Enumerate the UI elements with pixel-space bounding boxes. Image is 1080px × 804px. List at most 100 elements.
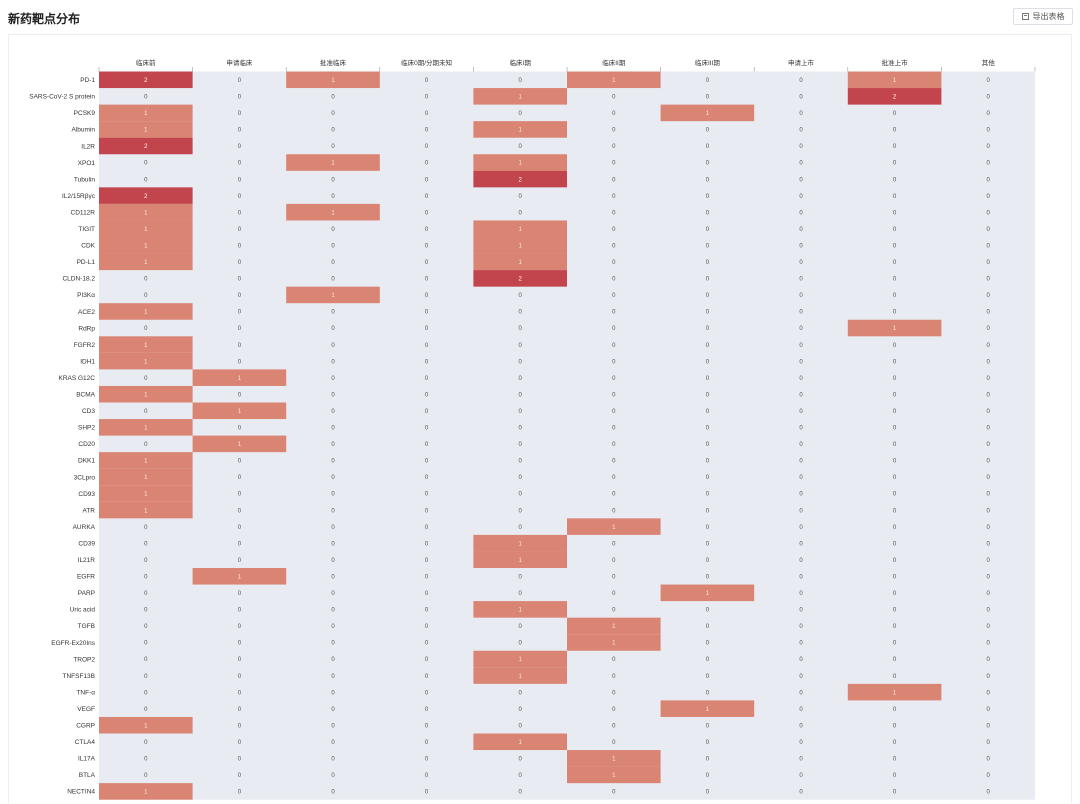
cell-value: 0 bbox=[799, 426, 803, 432]
heatmap-cell[interactable] bbox=[99, 104, 193, 122]
export-icon bbox=[1021, 13, 1029, 20]
cell-value: 0 bbox=[425, 541, 429, 547]
heatmap-cell[interactable] bbox=[286, 154, 380, 171]
heatmap-cell[interactable] bbox=[99, 716, 193, 734]
cell-value: 0 bbox=[706, 541, 710, 547]
heatmap-cell[interactable] bbox=[99, 783, 193, 800]
cell-value: 0 bbox=[238, 310, 242, 316]
cell-value: 0 bbox=[425, 359, 429, 365]
heatmap-cell[interactable] bbox=[660, 104, 755, 122]
heatmap-cell[interactable] bbox=[847, 319, 942, 337]
cell-value: 0 bbox=[987, 773, 991, 779]
heatmap-cell[interactable] bbox=[473, 121, 567, 138]
heatmap-cell[interactable] bbox=[473, 270, 567, 287]
heatmap-cell[interactable] bbox=[99, 468, 193, 486]
heatmap-cell[interactable] bbox=[99, 419, 193, 436]
heatmap-cell[interactable] bbox=[99, 385, 193, 403]
heatmap-cell[interactable] bbox=[99, 137, 193, 155]
cell-value: 0 bbox=[893, 343, 897, 349]
heatmap-cell[interactable] bbox=[99, 253, 193, 271]
heatmap-cell[interactable] bbox=[99, 203, 193, 221]
heatmap-cell[interactable] bbox=[473, 601, 567, 618]
cell-value: 0 bbox=[799, 310, 803, 316]
cell-value: 0 bbox=[238, 790, 242, 796]
heatmap-cell[interactable] bbox=[567, 750, 661, 767]
cell-value: 1 bbox=[144, 243, 148, 249]
heatmap-cell[interactable] bbox=[567, 518, 661, 535]
heatmap-cell[interactable] bbox=[192, 402, 287, 420]
cell-value: 1 bbox=[612, 773, 616, 779]
heatmap-cell[interactable] bbox=[473, 237, 567, 254]
cell-value: 0 bbox=[519, 426, 523, 432]
cell-value: 0 bbox=[519, 475, 523, 481]
heatmap-cell[interactable] bbox=[192, 568, 287, 585]
cell-value: 0 bbox=[331, 227, 335, 233]
cell-value: 0 bbox=[519, 194, 523, 200]
cell-value: 1 bbox=[144, 111, 148, 117]
cell-value: 0 bbox=[893, 508, 897, 514]
heatmap-cell[interactable] bbox=[286, 203, 380, 221]
heatmap-cell[interactable] bbox=[99, 121, 193, 138]
heatmap-cell[interactable] bbox=[473, 650, 567, 668]
heatmap-cell[interactable] bbox=[473, 154, 567, 171]
cell-value: 0 bbox=[893, 558, 897, 564]
heatmap-cell[interactable] bbox=[567, 71, 661, 89]
row-label: CD112R bbox=[71, 209, 96, 216]
heatmap-cell[interactable] bbox=[192, 369, 287, 386]
heatmap-cell[interactable] bbox=[473, 253, 567, 271]
heatmap-cell[interactable] bbox=[473, 733, 567, 751]
heatmap-cell[interactable] bbox=[99, 485, 193, 502]
cell-value: 0 bbox=[706, 210, 710, 216]
heatmap-cell[interactable] bbox=[286, 71, 380, 89]
heatmap-cell[interactable] bbox=[473, 170, 567, 188]
heatmap-cell[interactable] bbox=[99, 220, 193, 237]
heatmap-cell[interactable] bbox=[99, 71, 193, 89]
row-label: Uric acid bbox=[70, 607, 96, 614]
heatmap-cell[interactable] bbox=[99, 352, 193, 370]
cell-value: 0 bbox=[987, 492, 991, 498]
cell-value: 0 bbox=[238, 657, 242, 663]
cell-value: 0 bbox=[706, 78, 710, 84]
heatmap-cell[interactable] bbox=[660, 584, 755, 602]
row-label: EGFR bbox=[77, 574, 95, 581]
heatmap-cell[interactable] bbox=[99, 336, 193, 353]
cell-value: 0 bbox=[987, 243, 991, 249]
export-table-button[interactable]: 导出表格 bbox=[1013, 8, 1073, 25]
heatmap-cell[interactable] bbox=[286, 286, 380, 304]
heatmap-cell[interactable] bbox=[473, 88, 567, 105]
cell-value: 0 bbox=[893, 392, 897, 398]
heatmap-cell[interactable] bbox=[99, 303, 193, 320]
heatmap-cell[interactable] bbox=[847, 71, 942, 89]
cell-value: 0 bbox=[799, 343, 803, 349]
heatmap-cell[interactable] bbox=[99, 501, 193, 519]
heatmap-cell[interactable] bbox=[847, 88, 942, 105]
heatmap-cell[interactable] bbox=[567, 617, 661, 635]
cell-value: 0 bbox=[331, 343, 335, 349]
cell-value: 0 bbox=[238, 359, 242, 365]
row-label: PI3Kα bbox=[77, 292, 95, 299]
cell-value: 0 bbox=[144, 409, 148, 415]
cell-value: 0 bbox=[706, 293, 710, 299]
heatmap-cell[interactable] bbox=[473, 534, 567, 552]
heatmap-cell[interactable] bbox=[473, 551, 567, 568]
cell-value: 0 bbox=[987, 293, 991, 299]
row-label: CTLA4 bbox=[75, 739, 96, 746]
row-label: BCMA bbox=[76, 392, 95, 399]
heatmap-cell[interactable] bbox=[99, 187, 193, 204]
heatmap-cell[interactable] bbox=[99, 237, 193, 254]
row-label: TNF-α bbox=[76, 689, 95, 696]
heatmap-cell[interactable] bbox=[473, 667, 567, 684]
cell-value: 0 bbox=[331, 508, 335, 514]
row-label: ACE2 bbox=[78, 309, 95, 316]
heatmap-cell[interactable] bbox=[473, 220, 567, 237]
cell-value: 1 bbox=[612, 757, 616, 763]
cell-value: 0 bbox=[331, 277, 335, 283]
cell-value: 1 bbox=[519, 558, 523, 564]
heatmap-cell[interactable] bbox=[847, 683, 942, 701]
heatmap-cell[interactable] bbox=[660, 700, 755, 717]
heatmap-cell[interactable] bbox=[192, 435, 287, 453]
heatmap-cell[interactable] bbox=[567, 766, 661, 784]
cell-value: 0 bbox=[425, 392, 429, 398]
heatmap-cell[interactable] bbox=[567, 634, 661, 651]
heatmap-cell[interactable] bbox=[99, 452, 193, 469]
